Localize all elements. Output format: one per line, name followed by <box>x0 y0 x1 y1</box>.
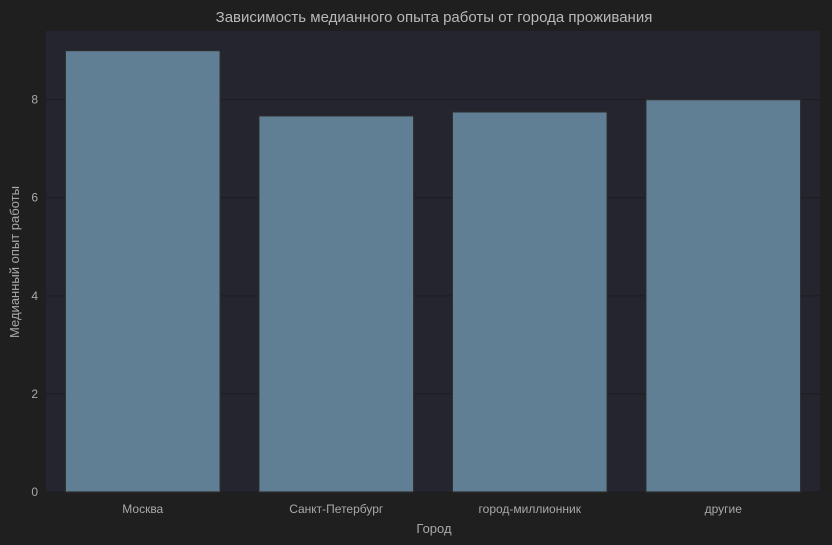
x-tick-label: город-миллионник <box>479 502 582 516</box>
y-tick-label: 6 <box>31 191 38 205</box>
chart-title: Зависимость медианного опыта работы от г… <box>216 9 653 26</box>
y-tick-label: 0 <box>31 485 38 499</box>
x-tick-label: другие <box>705 502 743 516</box>
y-axis-label: Медианный опыт работы <box>7 186 22 338</box>
bar-0 <box>64 50 221 493</box>
y-tick-label: 2 <box>31 387 38 401</box>
bar-2 <box>451 111 608 493</box>
bar-1 <box>258 115 415 493</box>
y-tick-label: 8 <box>31 93 38 107</box>
x-tick-label: Москва <box>122 502 163 516</box>
bars <box>64 50 802 493</box>
x-tick-label: Санкт-Петербург <box>289 502 384 516</box>
x-tick-labels: Москва Санкт-Петербург город-миллионник дру… <box>122 502 742 516</box>
y-tick-labels: 0 2 4 6 8 <box>31 93 38 499</box>
bar-3 <box>645 99 802 493</box>
x-axis-label: Город <box>416 521 452 536</box>
y-tick-label: 4 <box>31 289 38 303</box>
